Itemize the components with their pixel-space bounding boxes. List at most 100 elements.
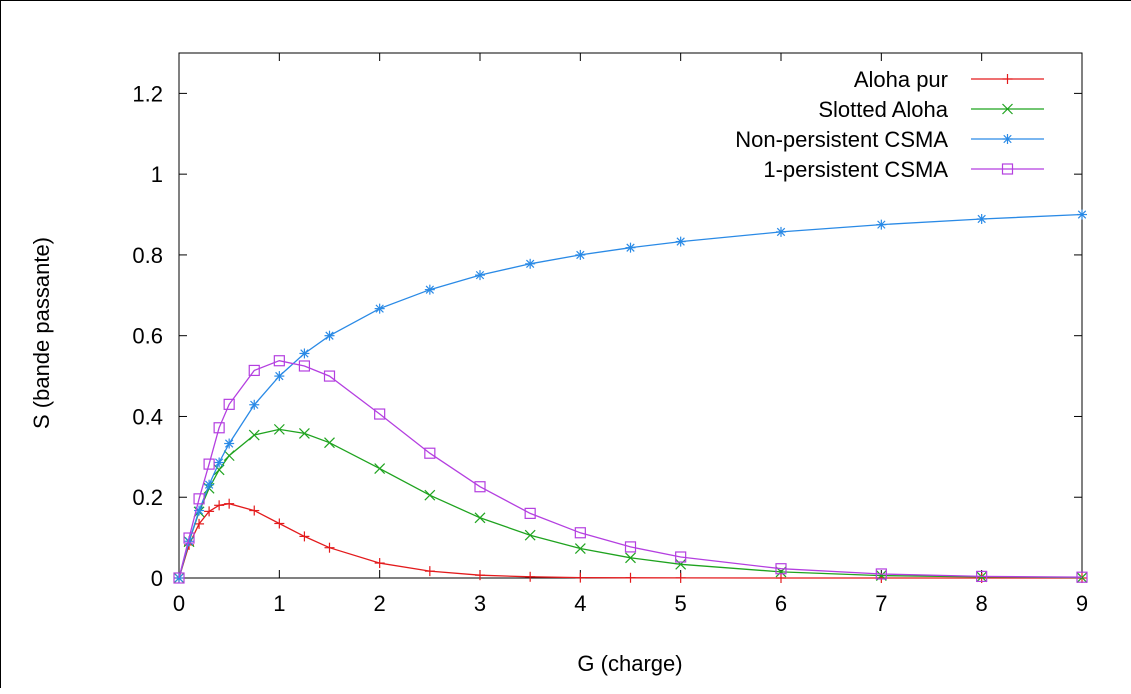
data-point [1077,209,1087,220]
data-point [575,572,586,583]
data-point [194,518,205,529]
x-tick-label: 3 [474,591,486,616]
data-point [474,512,486,524]
data-point [213,422,225,434]
data-point [183,532,195,544]
y-tick-label: 1 [151,162,163,187]
data-point [323,370,336,382]
series-slotted-aloha [173,423,1088,584]
series-line [178,503,1082,579]
data-point [524,529,536,541]
data-point [224,438,235,449]
series-line [178,213,1083,579]
data-point [876,219,887,230]
data-point [274,371,285,382]
data-point [214,457,225,468]
data-point [575,249,586,260]
data-point [224,498,235,509]
x-tick-label: 5 [675,591,687,616]
data-point [223,450,235,462]
data-point [776,573,786,583]
series-aloha-pur [174,498,1087,583]
data-point [374,303,385,314]
data-point [625,552,636,564]
x-tick-label: 2 [374,591,386,616]
legend-label: Slotted Aloha [818,97,948,122]
data-point [273,423,285,435]
data-point [374,463,386,474]
x-tick-label: 6 [775,591,787,616]
y-tick-label: 0.6 [132,324,163,349]
data-point [675,572,686,583]
data-point [223,398,235,410]
legend-item: 1-persistent CSMA [763,157,1044,182]
legend-label: Aloha pur [854,67,948,92]
data-point [204,479,215,490]
y-tick-label: 0.2 [132,485,163,510]
legend-label: 1-persistent CSMA [763,157,948,182]
data-point [298,360,311,372]
data-point [976,570,988,582]
y-tick-label: 1.2 [132,81,163,106]
data-point [1076,571,1088,583]
data-point [173,572,185,584]
data-point [324,437,335,449]
data-point [424,566,435,577]
data-point [775,563,787,575]
data-point [193,493,205,505]
data-point [976,213,987,224]
legend-swatch-marker [1001,163,1014,175]
data-point [475,570,485,581]
data-point [248,364,260,377]
legend-swatch-marker [1002,134,1013,144]
data-point [203,458,215,470]
data-point [248,429,260,441]
data-point [675,551,687,563]
data-point [524,507,536,519]
data-point [324,542,335,553]
data-point [424,447,436,459]
data-point [273,355,285,367]
y-tick-label: 0.4 [132,404,163,429]
data-point [324,330,335,341]
x-tick-label: 0 [173,591,185,616]
legend-item: Non-persistent CSMA [735,127,1044,152]
data-point [525,571,536,582]
series-line [178,360,1083,579]
legend-swatch-marker [1002,103,1013,115]
legend: Aloha pur Slotted Aloha Non-persistent CSM… [735,67,1044,182]
plot-series [173,209,1088,584]
data-point [525,258,536,269]
y-tick-label: 0.8 [132,243,163,268]
x-tick-label: 8 [976,591,988,616]
data-point [675,558,687,570]
data-point [675,236,686,247]
legend-label: Non-persistent CSMA [735,127,948,152]
legend-swatch-marker [1002,74,1013,84]
data-point [475,270,485,281]
y-axis-title: S (bande passante) [29,237,54,429]
data-point [474,481,486,493]
data-point [274,518,285,529]
data-point [424,284,435,295]
data-point [876,573,887,583]
data-point [625,242,636,253]
data-point [374,408,386,420]
data-point [214,500,225,511]
data-point [875,568,887,580]
data-point [424,489,436,501]
data-point [249,399,260,410]
data-point [1076,572,1088,584]
data-point [374,558,385,569]
data-point [625,572,636,583]
series-1-persistent-csma [173,355,1088,584]
series-line [178,428,1083,579]
legend-item: Aloha pur [854,67,1044,92]
data-point [204,506,215,517]
x-tick-label: 9 [1076,591,1088,616]
data-point [574,543,586,554]
data-point [299,531,310,542]
data-point [299,348,310,359]
